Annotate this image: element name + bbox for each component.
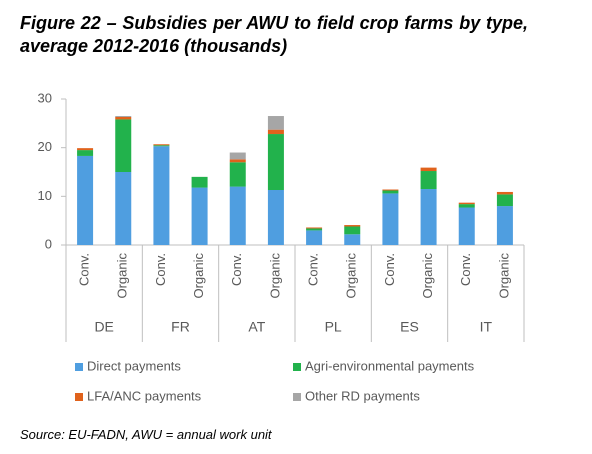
- bar-segment: [115, 117, 132, 120]
- bar-segment: [115, 172, 132, 245]
- x-tick-label: Conv.: [306, 253, 321, 286]
- bar-segment: [153, 146, 170, 245]
- x-tick-label: Organic: [344, 253, 359, 299]
- y-tick-label: 0: [45, 236, 52, 251]
- bar-segment: [191, 176, 208, 188]
- legend-label: Other RD payments: [305, 388, 420, 403]
- x-tick-label: Organic: [115, 253, 130, 299]
- bar-segment: [267, 190, 284, 245]
- bar-segment: [267, 129, 284, 135]
- bar-segment: [420, 171, 437, 190]
- bar-segment: [77, 155, 94, 245]
- x-tick-label: Conv.: [153, 253, 168, 286]
- x-tick-label: Organic: [267, 253, 282, 299]
- legend-swatch: [75, 363, 83, 371]
- y-tick-label: 20: [38, 139, 52, 154]
- legend-label: LFA/ANC payments: [87, 388, 202, 403]
- bar-segment: [420, 189, 437, 245]
- group-label: DE: [94, 319, 113, 335]
- bar-segment: [191, 187, 208, 245]
- bar-segment: [382, 189, 399, 191]
- legend-swatch: [293, 393, 301, 401]
- legend-label: Direct payments: [87, 358, 181, 373]
- bar-segment: [115, 116, 132, 118]
- bar-segment: [229, 186, 246, 245]
- bar-segment: [306, 230, 323, 245]
- bar-segment: [458, 204, 475, 208]
- bar-segment: [229, 162, 246, 187]
- bar-segment: [267, 116, 284, 130]
- source-note: Source: EU-FADN, AWU = annual work unit: [20, 427, 272, 442]
- group-label: IT: [480, 319, 493, 335]
- bar-segment: [458, 207, 475, 245]
- bar-segment: [115, 119, 132, 172]
- bar-segment: [77, 150, 94, 156]
- legend-swatch: [75, 393, 83, 401]
- bar-segment: [420, 167, 437, 172]
- y-tick-label: 10: [38, 188, 52, 203]
- bar-segment: [229, 159, 246, 163]
- bar-segment: [306, 227, 323, 229]
- bar-segment: [344, 226, 361, 235]
- x-tick-label: Conv.: [458, 253, 473, 286]
- x-tick-label: Organic: [496, 253, 511, 299]
- chart-title: Figure 22 – Subsidies per AWU to field c…: [20, 13, 528, 56]
- bar-segment: [267, 134, 284, 191]
- bar-segment: [496, 191, 513, 195]
- group-label: FR: [171, 319, 190, 335]
- bar-segment: [382, 193, 399, 245]
- x-tick-label: Organic: [191, 253, 206, 299]
- bar-segment: [344, 225, 361, 227]
- group-label: AT: [248, 319, 265, 335]
- x-tick-label: Conv.: [382, 253, 397, 286]
- bar-segment: [496, 206, 513, 245]
- bar-segment: [496, 194, 513, 207]
- bar-segment: [153, 144, 170, 146]
- x-tick-label: Conv.: [229, 253, 244, 286]
- group-label: ES: [400, 319, 419, 335]
- bar-segment: [382, 190, 399, 194]
- group-label: PL: [325, 319, 342, 335]
- bar-segment: [344, 234, 361, 245]
- legend-swatch: [293, 363, 301, 371]
- bar-segment: [229, 152, 246, 160]
- legend-label: Agri-environmental payments: [305, 358, 475, 373]
- bar-segment: [153, 145, 170, 147]
- bar-segment: [77, 148, 94, 151]
- x-tick-label: Conv.: [77, 253, 92, 286]
- y-tick-label: 30: [38, 90, 52, 105]
- bar-segment: [458, 202, 475, 205]
- x-tick-label: Organic: [420, 253, 435, 299]
- bar-segment: [306, 228, 323, 231]
